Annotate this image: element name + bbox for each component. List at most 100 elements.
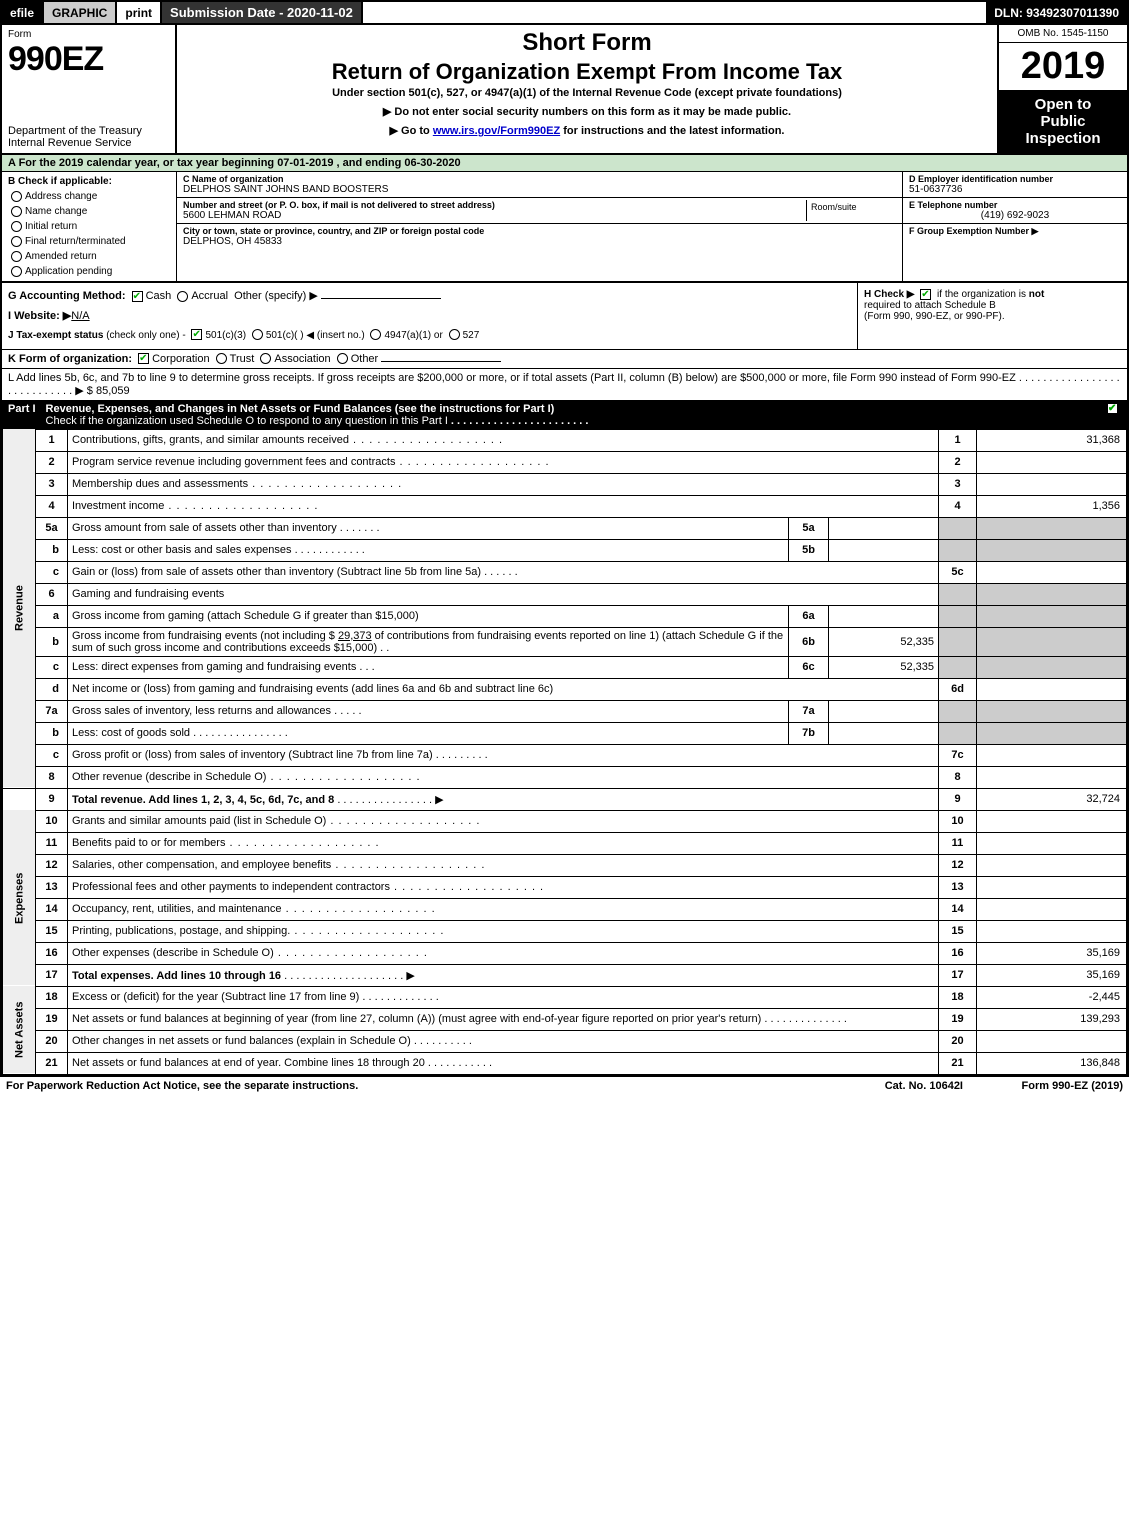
row-3: 3 Membership dues and assessments 3 (3, 473, 1127, 495)
radio-other[interactable] (337, 353, 348, 364)
radio-name-change[interactable] (11, 206, 22, 217)
checkbox-501c3[interactable] (191, 329, 202, 340)
radio-final-return[interactable] (11, 236, 22, 247)
l5b-desc-text: Less: cost or other basis and sales expe… (72, 544, 292, 556)
l5b-rnum-shade (939, 539, 977, 561)
l8-amount (977, 766, 1127, 788)
row-1: Revenue 1 Contributions, gifts, grants, … (3, 429, 1127, 451)
l6c-rnum-shade (939, 656, 977, 678)
l9-num: 9 (36, 788, 68, 810)
l1-num: 1 (36, 429, 68, 451)
c-address-box: Number and street (or P. O. box, if mail… (177, 198, 902, 224)
row-19: 19 Net assets or fund balances at beginn… (3, 1008, 1127, 1030)
checkbox-h[interactable] (920, 289, 931, 300)
k-assoc: Association (274, 353, 330, 365)
c-name-box: C Name of organization DELPHOS SAINT JOH… (177, 172, 902, 198)
row-17: 17 Total expenses. Add lines 10 through … (3, 964, 1127, 986)
l10-desc-text: Grants and similar amounts paid (list in… (72, 815, 326, 827)
l17-desc: Total expenses. Add lines 10 through 16 … (68, 964, 939, 986)
l2-amount (977, 451, 1127, 473)
radio-501c[interactable] (252, 329, 263, 340)
b-opt-3: Final return/terminated (8, 234, 170, 249)
bullet2-suffix: for instructions and the latest informat… (560, 125, 784, 137)
open2: Public (1003, 113, 1123, 130)
l6-amount-shade (977, 583, 1127, 605)
irs-link[interactable]: www.irs.gov/Form990EZ (433, 125, 560, 137)
b-opt-5: Application pending (8, 264, 170, 279)
g-line: G Accounting Method: Cash Accrual Other … (8, 287, 851, 307)
row-9: 9 Total revenue. Add lines 1, 2, 3, 4, 5… (3, 788, 1127, 810)
l18-rnum: 18 (939, 986, 977, 1008)
radio-4947[interactable] (370, 329, 381, 340)
section-b: B Check if applicable: Address change Na… (2, 172, 177, 281)
l5a-amount-shade (977, 517, 1127, 539)
radio-application-pending[interactable] (11, 266, 22, 277)
k-trust: Trust (230, 353, 255, 365)
l6a-ival (829, 605, 939, 627)
l6c-desc: Less: direct expenses from gaming and fu… (68, 656, 789, 678)
l17-num: 17 (36, 964, 68, 986)
dln-label: DLN: 93492307011390 (986, 2, 1127, 23)
l11-amount (977, 832, 1127, 854)
l6a-num: a (36, 605, 68, 627)
l4-amount: 1,356 (977, 495, 1127, 517)
l6b-num: b (36, 627, 68, 656)
radio-address-change[interactable] (11, 191, 22, 202)
omb-number: OMB No. 1545-1150 (999, 25, 1127, 43)
l6b-desc1: Gross income from fundraising events (no… (72, 630, 338, 642)
l13-rnum: 13 (939, 876, 977, 898)
l20-rnum: 20 (939, 1030, 977, 1052)
g-cash-label: Cash (146, 290, 172, 302)
l7a-num: 7a (36, 700, 68, 722)
h-label: H Check ▶ (864, 289, 914, 300)
j-501c-label: 501(c)( ) (266, 330, 304, 341)
l15-num: 15 (36, 920, 68, 942)
row-6b: b Gross income from fundraising events (… (3, 627, 1127, 656)
l4-desc-text: Investment income (72, 500, 164, 512)
radio-accrual[interactable] (177, 291, 188, 302)
print-button[interactable]: print (117, 2, 162, 23)
row-5c: c Gain or (loss) from sale of assets oth… (3, 561, 1127, 583)
k-other: Other (351, 353, 379, 365)
l7a-inum: 7a (789, 700, 829, 722)
radio-association[interactable] (260, 353, 271, 364)
radio-527[interactable] (449, 329, 460, 340)
return-title: Return of Organization Exempt From Incom… (183, 59, 991, 85)
i-label: I Website: ▶ (8, 310, 71, 322)
org-name: DELPHOS SAINT JOHNS BAND BOOSTERS (183, 184, 896, 195)
form-container: Form 990EZ Department of the Treasury In… (0, 25, 1129, 1077)
l7a-desc-text: Gross sales of inventory, less returns a… (72, 705, 331, 717)
g-other-input[interactable] (321, 298, 441, 299)
l2-num: 2 (36, 451, 68, 473)
checkbox-cash[interactable] (132, 291, 143, 302)
l6a-inum: 6a (789, 605, 829, 627)
h-text2: required to attach Schedule B (864, 300, 996, 311)
l9-rnum: 9 (939, 788, 977, 810)
row-4: 4 Investment income 4 1,356 (3, 495, 1127, 517)
info-row: B Check if applicable: Address change Na… (2, 172, 1127, 283)
k-other-input[interactable] (381, 361, 501, 362)
l16-rnum: 16 (939, 942, 977, 964)
row-13: 13 Professional fees and other payments … (3, 876, 1127, 898)
l3-desc-text: Membership dues and assessments (72, 478, 248, 490)
k-corp: Corporation (152, 353, 209, 365)
l6b-rnum-shade (939, 627, 977, 656)
checkbox-part1-schedule-o[interactable] (1107, 403, 1118, 414)
checkbox-corporation[interactable] (138, 353, 149, 364)
l7b-amount-shade (977, 722, 1127, 744)
radio-initial-return[interactable] (11, 221, 22, 232)
open1: Open to (1003, 96, 1123, 113)
addr-label: Number and street (or P. O. box, if mail… (183, 200, 806, 210)
l6c-amount-shade (977, 656, 1127, 678)
l6c-desc-text: Less: direct expenses from gaming and fu… (72, 661, 356, 673)
header-right: OMB No. 1545-1150 2019 Open to Public In… (997, 25, 1127, 153)
l13-amount (977, 876, 1127, 898)
l18-num: 18 (36, 986, 68, 1008)
radio-trust[interactable] (216, 353, 227, 364)
l6a-rnum-shade (939, 605, 977, 627)
l13-num: 13 (36, 876, 68, 898)
radio-amended-return[interactable] (11, 251, 22, 262)
footer-mid: Cat. No. 10642I (885, 1080, 963, 1092)
l4-num: 4 (36, 495, 68, 517)
l7b-desc-text: Less: cost of goods sold (72, 727, 190, 739)
